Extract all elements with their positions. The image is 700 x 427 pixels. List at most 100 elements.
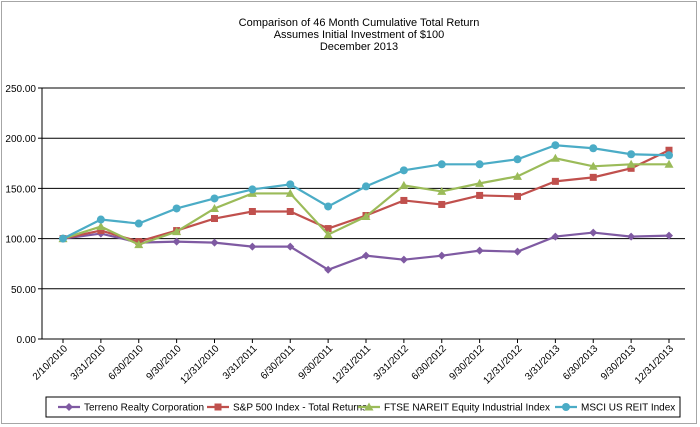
data-point	[475, 246, 484, 255]
x-tick-label: 3/31/2011	[221, 343, 260, 382]
data-point	[248, 185, 257, 194]
x-tick-label: 9/30/2012	[448, 343, 488, 383]
data-point	[324, 202, 333, 211]
legend-swatch-marker	[562, 403, 570, 411]
data-point	[172, 227, 182, 236]
chart-title-line-1: Comparison of 46 Month Cumulative Total …	[239, 17, 480, 29]
legend-item-0: Terreno Realty Corporation	[58, 403, 204, 414]
data-point	[248, 242, 257, 251]
data-point	[627, 150, 636, 159]
y-tick-label: 250.00	[5, 84, 36, 95]
data-point	[550, 153, 560, 162]
data-point	[210, 194, 219, 203]
y-tick-label: 100.00	[5, 235, 36, 246]
chart-title-line-2: Assumes Initial Investment of $100	[274, 29, 445, 41]
x-tick-label: 6/30/2010	[107, 343, 147, 383]
legend-label: S&P 500 Index - Total Returns	[233, 403, 367, 414]
data-point	[96, 222, 106, 231]
data-point	[285, 188, 295, 197]
data-point	[96, 215, 105, 224]
x-tick-label: 12/31/2012	[481, 343, 524, 386]
data-point	[286, 242, 295, 251]
x-tick-label: 3/31/2010	[69, 343, 109, 383]
data-point	[588, 161, 598, 170]
y-tick-label: 50.00	[11, 285, 36, 296]
series-3	[59, 141, 673, 243]
data-point	[589, 228, 598, 237]
data-point	[513, 155, 522, 164]
data-point	[362, 251, 370, 260]
x-tick-label: 9/30/2013	[599, 343, 639, 383]
data-point	[551, 177, 559, 185]
data-point	[210, 238, 219, 247]
x-tick-label: 6/30/2011	[259, 343, 298, 382]
legend-swatch-marker	[364, 402, 374, 411]
data-point	[476, 191, 484, 199]
data-point	[361, 212, 371, 221]
legend-label: Terreno Realty Corporation	[84, 403, 204, 414]
data-point	[324, 225, 332, 233]
data-point	[286, 207, 294, 215]
x-tick-label: 3/31/2012	[372, 343, 412, 383]
data-point	[172, 237, 181, 246]
y-tick-label: 0.00	[17, 335, 37, 346]
data-point	[362, 182, 370, 191]
data-point	[134, 219, 143, 228]
x-tick-label: 9/30/2011	[297, 343, 336, 382]
data-point	[589, 173, 597, 181]
data-point	[514, 192, 521, 200]
legend-item-2: FTSE NAREIT Equity Industrial Index	[358, 402, 550, 414]
series-layer	[58, 141, 674, 274]
data-point	[551, 232, 560, 241]
data-point	[665, 146, 673, 154]
data-point	[664, 159, 674, 168]
x-tick-label: 3/31/2013	[523, 343, 563, 383]
x-tick-label: 9/30/2010	[145, 343, 185, 383]
chart-title: Comparison of 46 Month Cumulative Total …	[239, 17, 480, 53]
data-point	[97, 227, 105, 235]
x-tick-label: 12/31/2013	[633, 343, 676, 386]
series-line	[62, 157, 669, 246]
data-point	[211, 215, 218, 223]
data-point	[248, 207, 256, 215]
legend-label: MSCI US REIT Index	[581, 403, 675, 414]
data-point	[665, 151, 673, 160]
y-tick-label: 150.00	[5, 184, 36, 195]
data-point	[437, 186, 447, 195]
series-line	[62, 144, 670, 240]
data-point	[399, 255, 408, 264]
series-0	[59, 228, 673, 274]
data-point	[665, 231, 673, 240]
data-point	[324, 265, 333, 274]
data-point	[438, 200, 446, 208]
data-point	[172, 204, 181, 213]
chart-title-line-3: December 2013	[320, 41, 398, 53]
y-tick-label: 200.00	[5, 134, 36, 145]
data-point	[286, 180, 295, 189]
x-tick-label: 2/10/2010	[31, 343, 71, 383]
legend-swatch-marker	[65, 403, 73, 411]
data-point	[134, 240, 144, 249]
data-point	[437, 160, 446, 169]
x-tick-label: 12/31/2011	[330, 343, 373, 386]
data-point	[475, 160, 484, 169]
data-point	[513, 171, 522, 180]
axes	[41, 88, 685, 340]
y-axis-ticks: 0.00 50.00 100.00 150.00 200.00 250.00	[5, 84, 42, 346]
data-point	[399, 180, 409, 189]
x-tick-label: 6/30/2012	[410, 343, 450, 383]
data-point	[551, 141, 560, 150]
legend-swatch-marker	[214, 403, 222, 411]
legend-label: FTSE NAREIT Equity Industrial Index	[384, 403, 550, 414]
legend-item-1: S&P 500 Index - Total Returns	[207, 403, 367, 414]
legend-item-3: MSCI US REIT Index	[555, 403, 675, 414]
data-point	[513, 247, 522, 256]
data-point	[59, 234, 67, 243]
data-point	[210, 203, 219, 212]
series-1	[59, 146, 673, 246]
data-point	[627, 164, 635, 172]
data-point	[437, 251, 446, 260]
x-tick-label: 12/31/2010	[178, 343, 221, 386]
data-point	[626, 159, 636, 168]
